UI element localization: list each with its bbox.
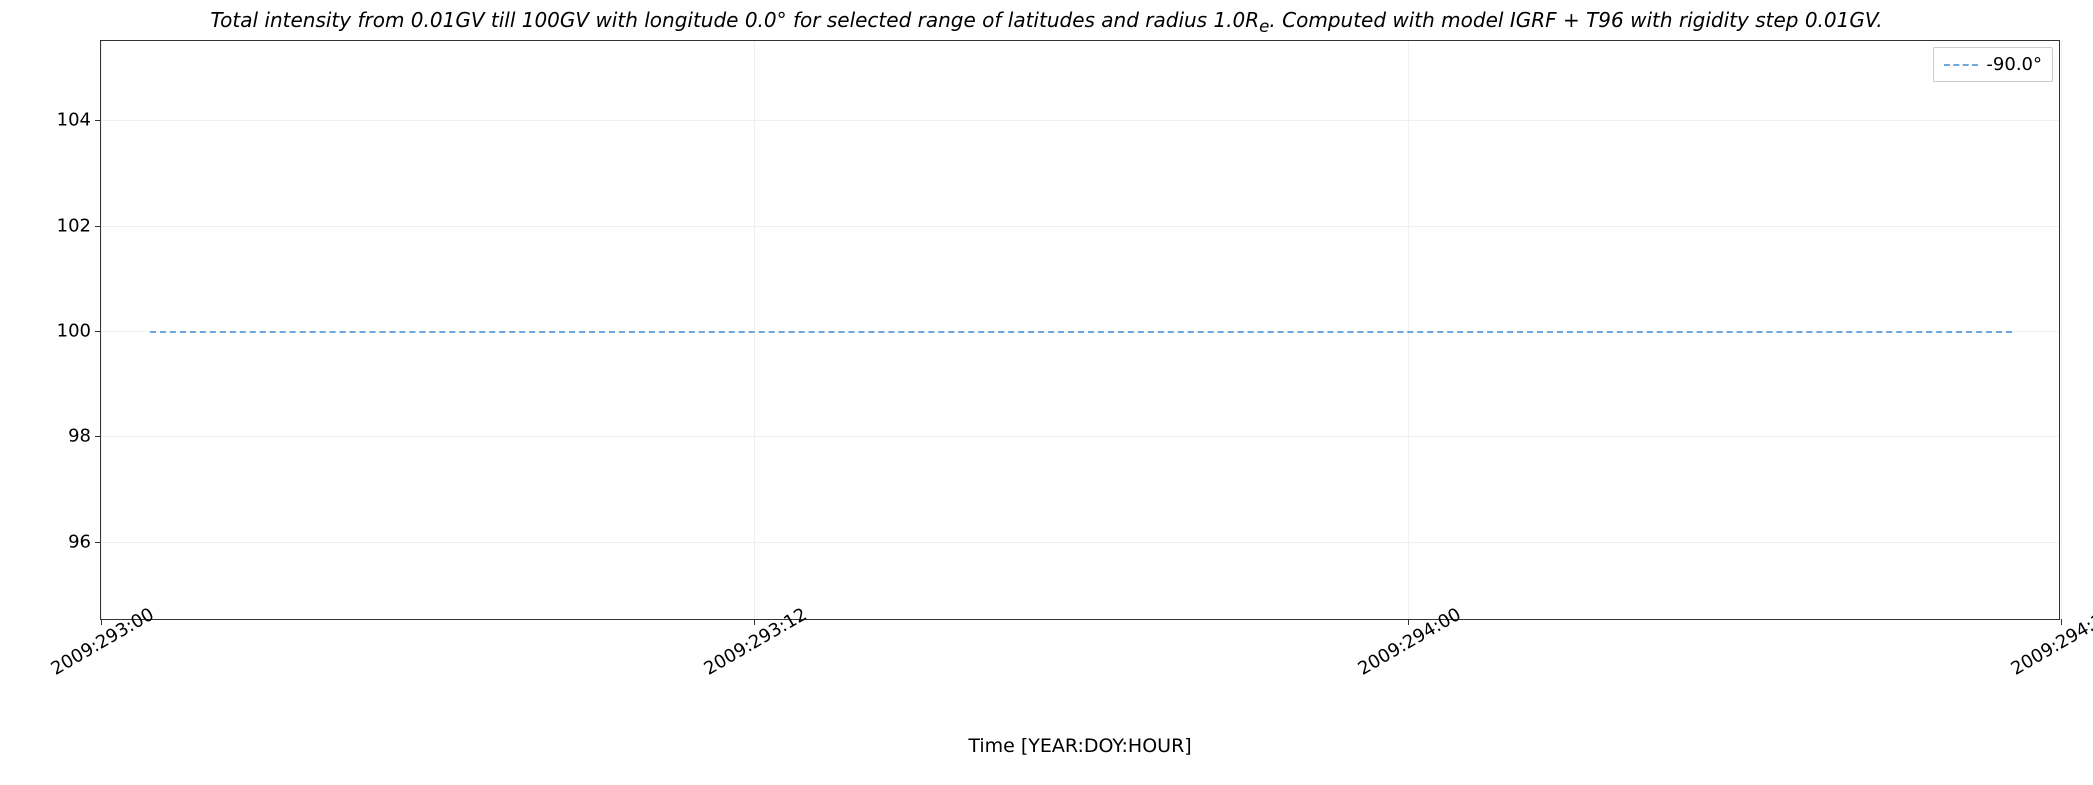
legend-swatch: [1944, 64, 1978, 66]
gridline-h: [101, 436, 2059, 437]
intensity-chart: Total intensity from 0.01GV till 100GV w…: [0, 0, 2093, 785]
ytick-label: 102: [57, 215, 101, 236]
ytick-label: 100: [57, 321, 101, 342]
xtick-label: 2009:293:12: [701, 604, 811, 680]
gridline-h: [101, 120, 2059, 121]
xtick-mark: [2061, 619, 2062, 625]
xtick-mark: [101, 619, 102, 625]
ytick-label: 98: [68, 426, 101, 447]
xtick-label: 2009:294:00: [1354, 604, 1464, 680]
legend: -90.0°: [1933, 47, 2053, 82]
gridline-h: [101, 542, 2059, 543]
legend-label: -90.0°: [1986, 54, 2042, 75]
gridline-v: [1408, 41, 1409, 619]
chart-title: Total intensity from 0.01GV till 100GV w…: [0, 8, 2093, 36]
series-line: [150, 331, 2012, 333]
gridline-h: [101, 226, 2059, 227]
ytick-label: 104: [57, 110, 101, 131]
ytick-label: 96: [68, 531, 101, 552]
gridline-v: [2061, 41, 2062, 619]
gridline-v: [101, 41, 102, 619]
xtick-mark: [1408, 619, 1409, 625]
xtick-mark: [754, 619, 755, 625]
xtick-label: 2009:294:12: [2007, 604, 2093, 680]
plot-area: -90.0° 96981001021042009:293:002009:293:…: [100, 40, 2060, 620]
gridline-v: [754, 41, 755, 619]
x-axis-label: Time [YEAR:DOY:HOUR]: [100, 735, 2060, 757]
